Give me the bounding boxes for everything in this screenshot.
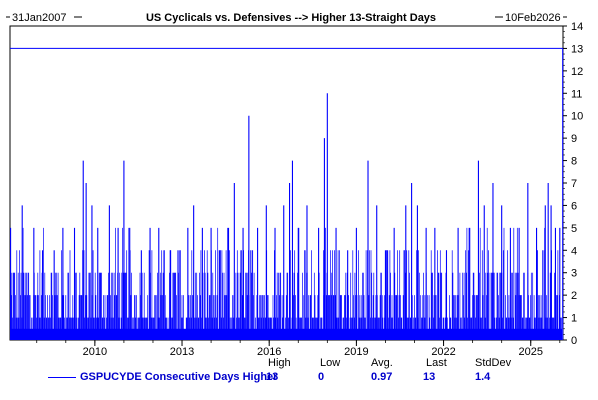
- y-tick-label: 12: [571, 66, 583, 78]
- legend-header-low: Low: [320, 357, 341, 369]
- y-tick-label: 7: [571, 178, 577, 190]
- legend-series-name: GSPUCYDE Consecutive Days Higher: [80, 371, 278, 383]
- x-axis: 2010 2013 2016 2019 2022 2025: [36, 340, 561, 358]
- legend-value-avg: 0.97: [371, 371, 393, 383]
- bar-base: [10, 328, 562, 340]
- legend: High Low Avg. Last StdDev GSPUCYDE Conse…: [38, 357, 578, 389]
- y-tick-label: 2: [571, 290, 577, 302]
- y-tick-label: 6: [571, 200, 577, 212]
- y-tick-label: 14: [571, 21, 583, 33]
- y-tick-label: 10: [571, 111, 583, 123]
- legend-series-swatch: [48, 377, 76, 378]
- legend-header-avg: Avg.: [371, 357, 393, 369]
- legend-value-low: 0: [318, 371, 325, 383]
- y-tick-label: 1: [571, 313, 577, 325]
- x-tick-label: 2019: [344, 346, 368, 358]
- legend-header-stddev: StdDev: [475, 357, 512, 369]
- y-tick-label: 13: [571, 43, 583, 55]
- legend-header-last: Last: [426, 357, 447, 369]
- y-tick-label: 5: [571, 223, 577, 235]
- y-tick-label: 9: [571, 133, 577, 145]
- y-tick-label: 11: [571, 88, 582, 100]
- x-tick-label: 2016: [257, 346, 281, 358]
- legend-header-high: High: [268, 357, 291, 369]
- y-tick-label: 0: [571, 335, 577, 347]
- chart-title: US Cyclicals vs. Defensives --> Higher 1…: [146, 12, 436, 24]
- x-tick-label: 2022: [431, 346, 455, 358]
- series-bars: [10, 48, 564, 340]
- start-date-label: 31Jan2007: [12, 12, 66, 24]
- end-date-label: 10Feb2026: [505, 12, 561, 24]
- x-tick-label: 2013: [170, 346, 194, 358]
- y-tick-label: 4: [571, 245, 577, 257]
- x-tick-label: 2010: [83, 346, 107, 358]
- y-tick-label: 3: [571, 268, 577, 280]
- x-tick-label: 2025: [519, 346, 543, 358]
- legend-value-stddev: 1.4: [475, 371, 491, 383]
- y-tick-label: 8: [571, 156, 577, 168]
- legend-value-last: 13: [423, 371, 436, 383]
- chart-header: 31Jan2007 US Cyclicals vs. Defensives --…: [6, 12, 567, 24]
- legend-value-high: 13: [266, 371, 279, 383]
- plot-frame: [9, 25, 564, 341]
